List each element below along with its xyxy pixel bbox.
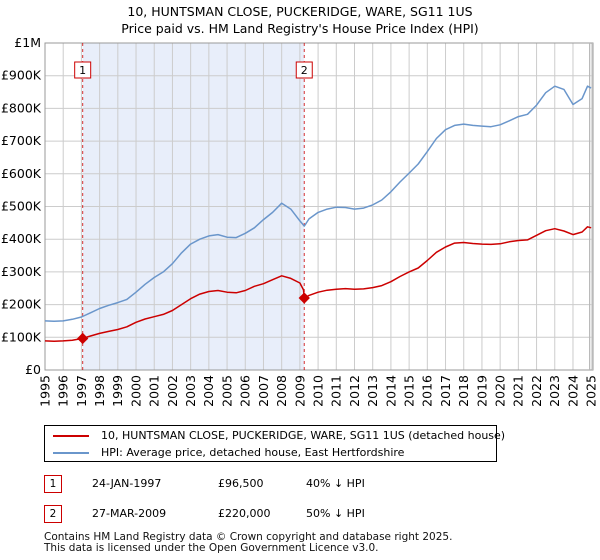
transaction-hpi-diff: 40% ↓ HPI <box>306 477 365 490</box>
y-tick-label: £900K <box>1 68 42 83</box>
sale-label-box <box>295 61 313 79</box>
y-tick-label: £200K <box>1 297 42 312</box>
legend-swatch-property <box>53 435 89 437</box>
x-tick-label: 2017 <box>438 375 453 407</box>
legend-swatch-hpi <box>53 452 89 454</box>
y-tick-label: £100K <box>1 329 42 344</box>
chart-title: 10, HUNTSMAN CLOSE, PUCKERIDGE, WARE, SG… <box>127 4 473 19</box>
y-tick-label: £500K <box>1 199 42 214</box>
legend-label-hpi: HPI: Average price, detached house, East… <box>101 446 405 459</box>
y-tick-label: £600K <box>1 166 42 181</box>
x-tick-label: 2004 <box>201 375 216 407</box>
x-tick-label: 2018 <box>456 375 471 407</box>
sale-label: 2 <box>301 64 308 77</box>
x-tick-label: 1996 <box>56 375 71 407</box>
transaction-date: 24-JAN-1997 <box>92 477 162 490</box>
transaction-date: 27-MAR-2009 <box>92 507 167 520</box>
sale-label: 1 <box>79 64 86 77</box>
y-tick-label: £300K <box>1 264 42 279</box>
x-tick-label: 2002 <box>165 375 180 407</box>
legend-label-property: 10, HUNTSMAN CLOSE, PUCKERIDGE, WARE, SG… <box>101 429 506 442</box>
x-tick-label: 2022 <box>529 375 544 407</box>
transaction-price: £220,000 <box>218 507 271 520</box>
x-tick-label: 1999 <box>110 375 125 407</box>
x-tick-label: 2006 <box>238 375 253 407</box>
x-tick-label: 2012 <box>347 375 362 407</box>
x-tick-label: 2019 <box>474 375 489 407</box>
transaction-hpi-diff: 50% ↓ HPI <box>306 507 365 520</box>
y-tick-label: £1M <box>14 35 41 50</box>
property-price-line <box>44 226 592 342</box>
x-tick-label: 2011 <box>329 375 344 407</box>
price-chart: £0 £100K £200K £300K £400K £500K £600K £700K £80… <box>1 35 599 407</box>
y-tick-label: £800K <box>1 100 42 115</box>
footer-copyright: Contains HM Land Registry data © Crown c… <box>44 531 453 543</box>
transaction-badge: 1 <box>44 475 62 493</box>
y-tick-label: £700K <box>1 133 42 148</box>
transaction-price: £96,500 <box>218 477 264 490</box>
hpi-line <box>44 85 592 323</box>
x-tick-label: 2014 <box>383 375 398 407</box>
x-tick-label: 2020 <box>493 375 508 407</box>
x-tick-label: 1998 <box>92 375 107 407</box>
x-tick-label: 2008 <box>274 375 289 407</box>
x-tick-label: 2016 <box>420 375 435 407</box>
y-tick-label: £400K <box>1 231 42 246</box>
x-tick-label: 2003 <box>183 375 198 407</box>
y-tick-label: £0 <box>25 362 41 377</box>
sale-point <box>298 292 310 304</box>
x-tick-label: 2007 <box>256 375 271 407</box>
x-tick-label: 2009 <box>292 375 307 407</box>
chart-legend: 10, HUNTSMAN CLOSE, PUCKERIDGE, WARE, SG… <box>44 425 505 462</box>
footer-licence: This data is licensed under the Open Gov… <box>44 542 379 554</box>
x-tick-label: 2021 <box>511 375 526 407</box>
x-tick-label: 2001 <box>147 375 162 407</box>
x-tick-label: 2023 <box>547 375 562 407</box>
x-tick-label: 2010 <box>310 375 325 407</box>
transaction-badge: 2 <box>44 505 62 523</box>
x-tick-label: 1997 <box>74 375 89 407</box>
x-tick-label: 2005 <box>219 375 234 407</box>
x-tick-label: 2013 <box>365 375 380 407</box>
x-tick-label: 2000 <box>128 375 143 407</box>
x-tick-label: 2025 <box>584 375 599 407</box>
x-tick-label: 1995 <box>37 375 52 407</box>
x-tick-label: 2015 <box>401 375 416 407</box>
chart-subtitle: Price paid vs. HM Land Registry's House … <box>121 21 479 36</box>
sale-label-box <box>74 61 92 79</box>
x-tick-label: 2024 <box>565 375 580 407</box>
